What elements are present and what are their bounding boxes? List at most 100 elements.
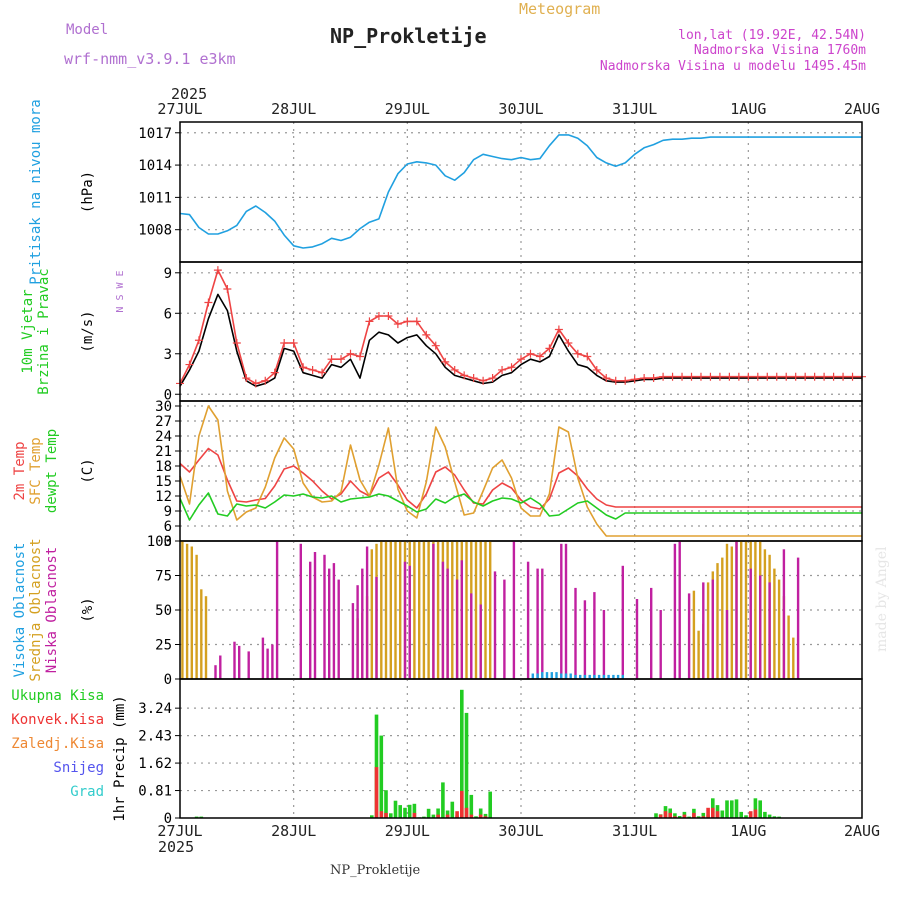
gust-marker [384,311,393,320]
gust-marker [204,298,213,307]
bar-ukupna-kisa [403,807,407,818]
top-tick-label: 31JUL [612,100,657,118]
gust-marker [678,372,687,381]
bar-konvek.kisa [753,809,758,818]
bar-niska-oblacnost [219,655,222,679]
precip-legend-label: Ukupna Kisa [11,688,104,704]
gust-marker [337,355,346,364]
gust-marker [318,368,327,377]
bar-srednja-oblacnost [721,557,724,679]
gust-marker [592,365,601,374]
gust-marker [251,379,260,388]
bar-konvek.kisa [706,807,710,818]
bar-niska-oblacnost [261,637,265,679]
bar-ukupna-kisa [407,804,412,818]
bar-niska-oblacnost [460,560,463,679]
bar-niska-oblacnost [749,568,752,679]
panel-unit-label: (%) [80,597,96,622]
y-tick-label: 27 [155,414,172,430]
bar-niska-oblacnost [687,593,691,679]
gust-marker [829,372,838,381]
gust-marker [848,372,857,381]
bar-srednja-oblacnost [418,541,421,679]
gust-marker [469,374,478,383]
gust-marker [308,365,317,374]
gust-marker [753,372,762,381]
bar-visoka-oblacnost [593,674,596,679]
bottom-tick-label: 30JUL [498,822,543,840]
bar-niska-oblacnost [238,645,241,679]
bar-niska-oblacnost [266,648,269,679]
bottom-tick-label: 2AUG [844,822,880,840]
y-tick-label: 30 [155,399,172,415]
bar-ukupna-kisa [474,816,478,818]
gust-marker [659,372,668,381]
bar-niska-oblacnost [356,585,359,679]
bar-visoka-oblacnost [612,674,615,679]
bottom-tick-label: 31JUL [612,822,657,840]
bottom-year-label: 2025 [158,838,194,856]
y-tick-label: 3 [164,347,172,363]
precip-legend-label: Snijeg [53,760,104,776]
gust-marker [450,365,459,374]
gust-marker [232,338,241,347]
bar-srednja-oblacnost [195,554,198,679]
bar-konvek.kisa [673,816,677,818]
bar-niska-oblacnost [375,576,378,679]
bar-niska-oblacnost [455,579,459,679]
bar-ukupna-kisa [374,714,379,818]
bar-ukupna-kisa [772,816,777,818]
bar-konvek.kisa [701,816,706,818]
bar-niska-oblacnost [275,541,279,679]
bar-konvek.kisa [663,811,668,818]
bar-niska-oblacnost [408,565,411,679]
gust-marker [706,372,715,381]
gust-marker [460,371,469,380]
bar-ukupna-kisa [464,712,469,818]
bar-ukupna-kisa [654,813,658,818]
bar-ukupna-kisa [412,803,417,818]
panel-side-label: Pritisak na nivou mora [28,99,44,284]
gust-marker [791,372,800,381]
bar-srednja-oblacnost [436,541,440,679]
bar-ukupna-kisa [763,811,767,818]
gust-marker [517,355,525,364]
bar-ukupna-kisa [488,791,492,818]
panel-side-labels: Pritisak na nivou mora (hPa) 10m Vjetar Brz… [11,99,128,821]
gust-marker [630,375,639,384]
bar-visoka-oblacnost [550,672,553,679]
bar-konvek.kisa [455,811,459,818]
bar-ukupna-kisa [478,808,483,818]
panel-side-label: Brzina i Pravac [36,268,52,394]
bar-niska-oblacnost [403,561,407,679]
gust-marker [649,374,658,383]
bar-niska-oblacnost [337,579,340,679]
bottom-tick-label: 1AUG [730,822,766,840]
y-tick-label: 3.24 [138,701,172,717]
bar-srednja-oblacnost [380,541,383,679]
station-title: NP_Prokletije [330,24,487,48]
top-tick-label: 2AUG [844,100,880,118]
y-tick-label: 24 [155,429,172,445]
top-tick-label: 30JUL [498,100,543,118]
bar-ukupna-kisa [426,808,431,818]
bar-niska-oblacnost [493,571,497,679]
station-altitude: Nadmorska Visina 1760m [694,43,866,58]
bar-ukupna-kisa [436,808,440,818]
bar-niska-oblacnost [711,579,714,679]
bar-konvek.kisa [483,816,488,818]
gust-marker [668,372,677,381]
y-tick-label: 0 [164,387,172,403]
bar-visoka-oblacnost [555,672,558,679]
y-tick-label: 0 [164,672,172,688]
series-dewpt-temp [179,492,862,521]
gust-marker [280,338,289,347]
gust-marker [583,352,592,361]
panel-clouds: 0 25 50 75 100 [147,534,863,688]
bar-srednja-oblacnost [740,541,743,679]
bar-niska-oblacnost [470,593,473,679]
bar-srednja-oblacnost [787,615,790,679]
bar-niska-oblacnost [602,610,606,679]
y-tick-label: 1017 [138,126,172,142]
